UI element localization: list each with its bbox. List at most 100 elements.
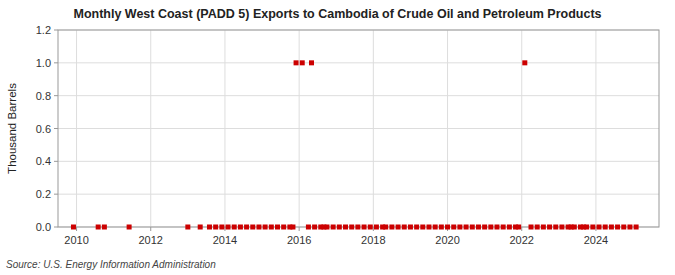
- point: [470, 225, 475, 230]
- grid-line-y: [58, 62, 659, 63]
- y-axis-label: Thousand Barrels: [6, 83, 18, 174]
- point: [627, 225, 632, 230]
- point: [127, 225, 132, 230]
- point: [615, 225, 620, 230]
- point: [414, 225, 419, 230]
- y-tick-label: 0.6: [36, 123, 51, 135]
- x-tick: [595, 227, 596, 231]
- point: [238, 225, 243, 230]
- point: [553, 225, 558, 230]
- y-tick-label: 0.2: [36, 188, 51, 200]
- point: [396, 225, 401, 230]
- y-ticks: 0.00.20.40.60.81.01.2: [36, 24, 58, 233]
- x-tick-label: 2010: [64, 234, 88, 246]
- point: [362, 225, 367, 230]
- point: [263, 225, 268, 230]
- point: [541, 225, 546, 230]
- point: [464, 225, 469, 230]
- point: [439, 225, 444, 230]
- point: [457, 225, 462, 230]
- point: [309, 60, 314, 65]
- grid-line-x: [595, 30, 596, 227]
- point: [281, 225, 286, 230]
- y-tick: [54, 128, 58, 129]
- point: [597, 225, 602, 230]
- point: [494, 225, 499, 230]
- point: [389, 225, 394, 230]
- point: [529, 225, 534, 230]
- grid-line-x: [521, 30, 522, 227]
- point: [488, 225, 493, 230]
- point: [185, 225, 190, 230]
- point: [426, 225, 431, 230]
- x-ticks: 20102012201420162018202020222024: [64, 227, 608, 246]
- point: [603, 225, 608, 230]
- point: [337, 225, 342, 230]
- point: [256, 225, 261, 230]
- point: [232, 225, 237, 230]
- point: [349, 225, 354, 230]
- point: [244, 225, 249, 230]
- point: [476, 225, 481, 230]
- point: [250, 225, 255, 230]
- point: [213, 225, 218, 230]
- x-tick: [373, 227, 374, 231]
- chart-container: Monthly West Coast (PADD 5) Exports to C…: [0, 0, 675, 275]
- x-tick-label: 2012: [139, 234, 163, 246]
- x-tick-label: 2024: [584, 234, 608, 246]
- point: [368, 225, 373, 230]
- x-tick-label: 2016: [287, 234, 311, 246]
- grid-line-x: [447, 30, 448, 227]
- point: [207, 225, 212, 230]
- y-tick: [54, 227, 58, 228]
- plot-frame: [58, 30, 659, 227]
- point: [374, 225, 379, 230]
- x-tick: [150, 227, 151, 231]
- source-note: Source: U.S. Energy Information Administ…: [6, 259, 216, 270]
- point: [300, 60, 305, 65]
- x-tick: [299, 227, 300, 231]
- point: [269, 225, 274, 230]
- point: [559, 225, 564, 230]
- point: [584, 225, 589, 230]
- x-tick: [521, 227, 522, 231]
- x-tick: [76, 227, 77, 231]
- grid-line-y: [58, 128, 659, 129]
- point: [433, 225, 438, 230]
- point: [324, 225, 329, 230]
- point: [102, 225, 107, 230]
- x-tick-label: 2022: [509, 234, 533, 246]
- point: [634, 225, 639, 230]
- point: [590, 225, 595, 230]
- point: [535, 225, 540, 230]
- grid-line-y: [58, 95, 659, 96]
- point: [402, 225, 407, 230]
- point: [420, 225, 425, 230]
- point: [408, 225, 413, 230]
- point: [198, 225, 203, 230]
- point: [451, 225, 456, 230]
- point: [331, 225, 336, 230]
- y-tick-label: 0.0: [36, 221, 51, 233]
- point: [547, 225, 552, 230]
- point: [445, 225, 450, 230]
- grid-line-y: [58, 161, 659, 162]
- y-tick: [54, 30, 58, 31]
- point: [275, 225, 280, 230]
- point: [71, 225, 76, 230]
- y-tick-label: 0.4: [36, 155, 51, 167]
- grid-line-x: [150, 30, 151, 227]
- x-tick: [224, 227, 225, 231]
- point: [522, 60, 527, 65]
- point: [609, 225, 614, 230]
- point: [343, 225, 348, 230]
- point: [572, 225, 577, 230]
- y-tick: [54, 194, 58, 195]
- point: [355, 225, 360, 230]
- grid-line-y: [58, 194, 659, 195]
- x-tick-label: 2018: [361, 234, 385, 246]
- point: [312, 225, 317, 230]
- point: [621, 225, 626, 230]
- grid-line-x: [299, 30, 300, 227]
- y-tick: [54, 95, 58, 96]
